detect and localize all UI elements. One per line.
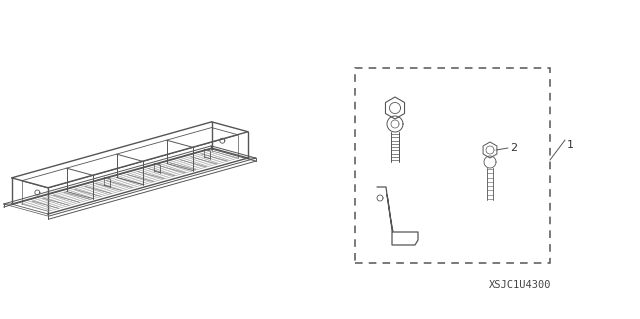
Text: 2: 2: [510, 143, 517, 153]
Bar: [355, 68, 550, 263]
Text: XSJC1U4300: XSJC1U4300: [489, 280, 551, 290]
Text: 1: 1: [567, 140, 574, 150]
